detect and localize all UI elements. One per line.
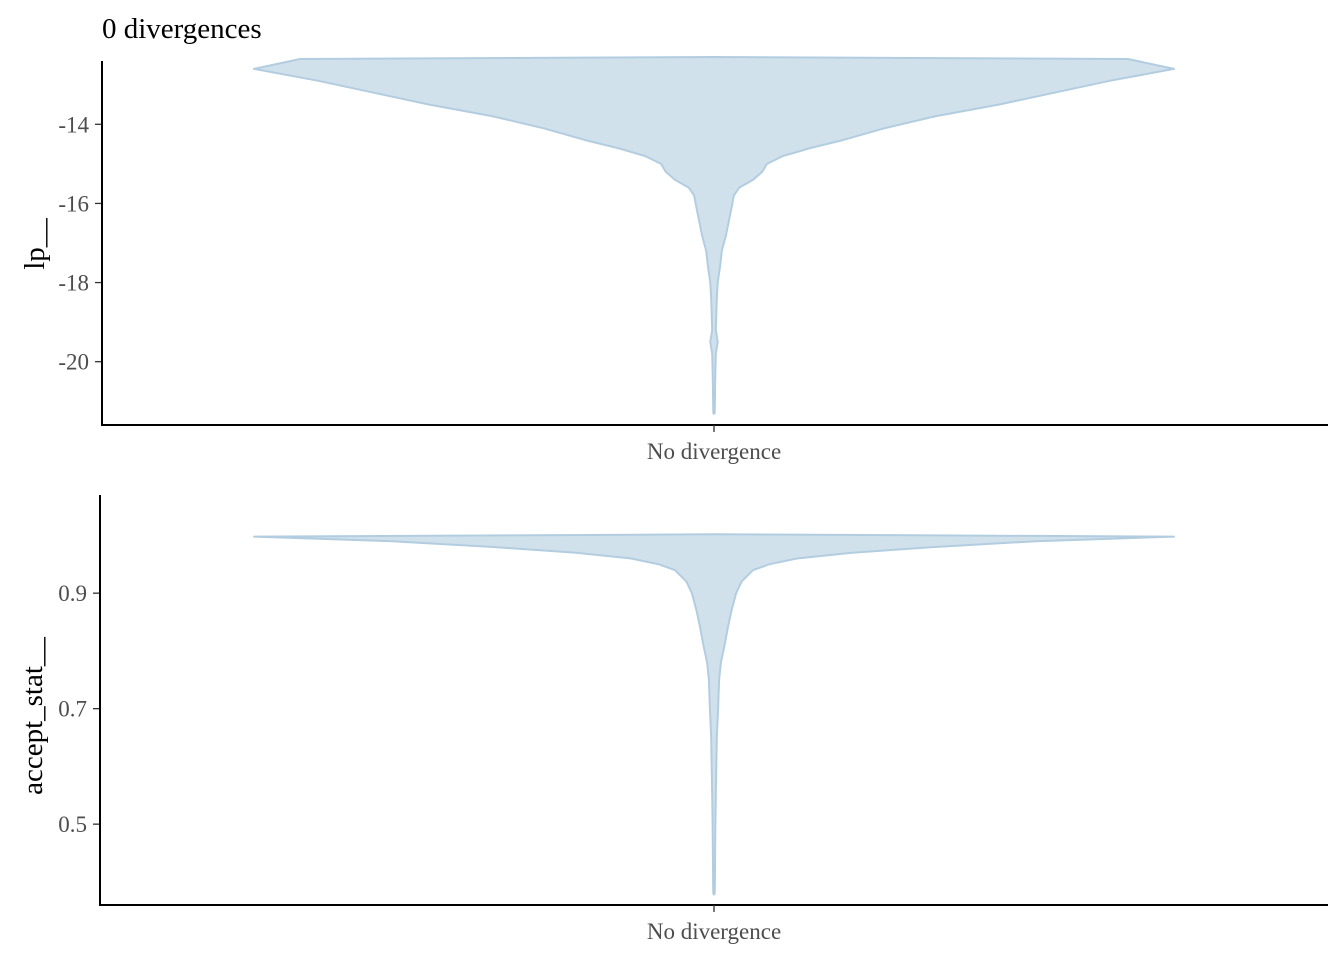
- y-tick-label: -16: [58, 191, 89, 216]
- panel-accept-stat: accept_stat__ 0.9 0.7 0.5 No divergence: [17, 495, 1328, 944]
- x-tick-label-accept-stat: No divergence: [647, 919, 781, 944]
- x-tick-label-lp: No divergence: [647, 439, 781, 464]
- y-tick-label: -14: [58, 112, 89, 137]
- y-tick-label: 0.7: [58, 697, 87, 722]
- violin-no-divergence-lp: [253, 56, 1175, 415]
- y-ticks-accept-stat: 0.9 0.7 0.5: [58, 581, 100, 837]
- y-axis-label-accept-stat: accept_stat__: [17, 637, 49, 795]
- y-tick-label: -18: [58, 271, 89, 296]
- y-tick-label: -20: [58, 350, 89, 375]
- violin-no-divergence-accept-stat: [253, 533, 1175, 896]
- y-tick-label: 0.9: [58, 581, 87, 606]
- panel-lp: lp__ -14 -16 -18 -20 No divergence: [19, 56, 1328, 464]
- y-tick-label: 0.5: [58, 812, 87, 837]
- y-ticks-lp: -14 -16 -18 -20: [58, 112, 102, 375]
- y-axis-label-lp: lp__: [19, 218, 51, 270]
- chart-title: 0 divergences: [102, 13, 262, 45]
